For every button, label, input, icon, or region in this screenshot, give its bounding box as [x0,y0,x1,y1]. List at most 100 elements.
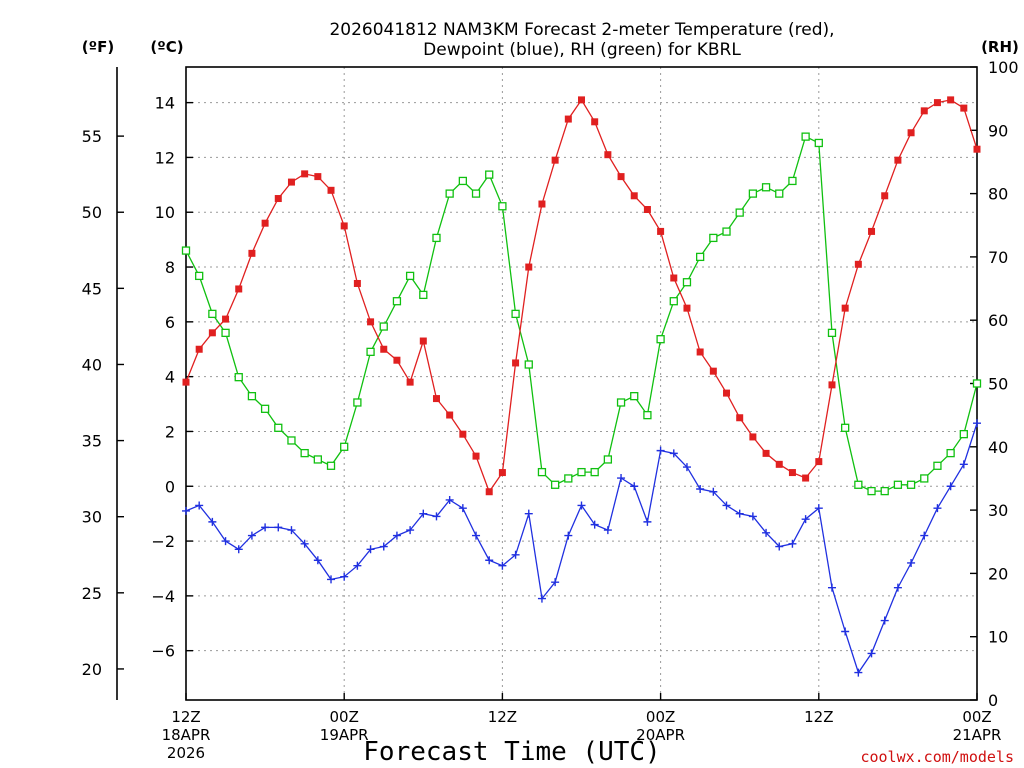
rh-point [313,455,322,464]
dewpoint-point [353,561,362,570]
time-tick-label: 18APR [162,726,211,744]
dewpoint-point [867,649,876,658]
dewpoint-point [392,531,401,540]
celsius-tick-label: 8 [165,258,175,277]
rh-point [867,486,876,496]
rh-tick-label: 60 [988,311,1008,330]
dewpoint-point [313,556,322,565]
dewpoint-point [669,449,678,458]
temperature-point [670,274,678,282]
dewpoint-point [182,506,190,515]
temperature-point [933,99,941,107]
rh-point [669,297,678,306]
rh-tick-label: 40 [988,438,1008,457]
temperature-point [815,458,823,466]
temperature-point [459,430,467,438]
temperature-point [762,449,770,457]
temperature-point [775,460,783,468]
celsius-tick-label: −2 [151,532,175,551]
dewpoint-point [511,550,520,559]
dewpoint-point [366,545,375,554]
rh-point [827,328,837,338]
series-line [185,135,978,492]
rh-point [643,410,652,420]
rh-point [735,208,744,217]
rh-point [959,429,968,439]
temperature-point [947,96,955,104]
temperature-point [498,469,506,477]
dewpoint-point [221,537,230,546]
dewpoint-point [485,556,494,565]
temperature-point [828,381,836,389]
dewpoint-point [933,504,942,513]
series-rh [181,132,982,496]
rh-tick-label: 90 [988,121,1008,140]
rh-point [590,467,599,477]
rh-tick-label: 70 [988,248,1008,267]
rh-point [221,328,230,338]
temperature-point [841,304,849,312]
rh-point [748,189,758,198]
dewpoint-point [419,509,428,518]
temperature-point [709,367,717,375]
rh-point [854,480,863,489]
dewpoint-point [722,501,731,510]
rh-point [722,227,731,236]
rh-point [550,480,560,489]
temperature-point [617,173,625,181]
rh-point [603,455,613,464]
rh-point [537,467,547,477]
time-tick-label: 00Z [962,708,991,726]
dewpoint-point [696,485,705,493]
dewpoint-point [327,575,336,584]
celsius-tick-label: 4 [165,368,175,387]
dewpoint-point [973,419,981,428]
dewpoint-point [603,526,612,535]
dewpoint-point [234,545,243,554]
temperature-point [973,145,981,153]
rh-point [761,183,771,192]
rh-point [893,480,903,489]
rh-point [208,309,217,319]
dewpoint-point [274,523,283,532]
fahrenheit-tick-label: 45 [82,279,102,298]
time-tick-label: 19APR [320,726,369,744]
series-2-meter-temperature [182,96,981,496]
dewpoint-point [195,501,204,510]
rh-point [656,335,665,344]
temperature-point [367,318,375,326]
temperature-point [195,345,203,353]
temperature-point [683,304,691,312]
dewpoint-point [445,495,454,504]
dewpoint-point [458,504,467,513]
celsius-tick-label: −4 [151,587,175,606]
rh-point [458,176,468,186]
temperature-point [551,156,559,164]
temperature-point [222,315,230,323]
temperature-point [736,414,744,422]
celsius-tick-label: 0 [165,477,175,496]
rh-point [801,132,810,141]
rh-point [485,170,494,179]
rh-tick-label: 100 [988,58,1019,77]
temperature-point [235,285,243,293]
temperature-point [604,151,612,159]
dewpoint-point [827,583,836,592]
temperature-point [960,104,968,112]
time-tick-label: 2026 [167,744,205,762]
series-line [185,98,978,494]
rh-point [906,480,916,489]
temperature-point [485,488,493,496]
dewpoint-point [801,515,810,524]
time-tick-label: 00Z [330,708,359,726]
rh-point [300,448,309,458]
dewpoint-point [406,526,415,535]
rh-point [564,474,573,483]
dewpoint-point [893,583,902,592]
grid-lines [186,67,977,700]
time-tick-label: 12Z [488,708,517,726]
temperature-point [419,337,427,345]
fahrenheit-tick-label: 35 [82,432,102,451]
